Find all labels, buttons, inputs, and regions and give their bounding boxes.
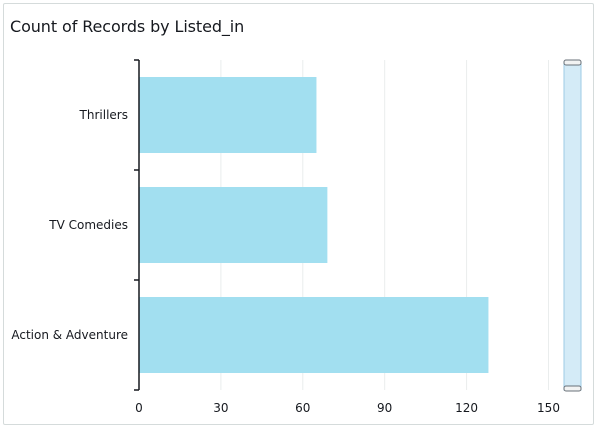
chart-title: Count of Records by Listed_in	[10, 17, 245, 36]
bar-tv-comedies[interactable]	[139, 187, 328, 263]
x-tick-label-0: 0	[135, 401, 143, 415]
y-axis	[134, 59, 140, 391]
scrollbar-track[interactable]	[563, 61, 582, 391]
bar-action-adventure[interactable]	[139, 297, 489, 373]
bar-thrillers[interactable]	[139, 77, 317, 153]
category-labels: Thrillers TV Comedies Action & Adventure	[11, 108, 128, 342]
x-tick-label-150: 150	[537, 401, 560, 415]
category-label: Action & Adventure	[11, 328, 128, 342]
scrollbar	[563, 59, 582, 392]
x-tick-label-60: 60	[295, 401, 310, 415]
category-label: TV Comedies	[48, 218, 128, 232]
scrollbar-handle-bottom[interactable]	[563, 385, 582, 392]
scrollbar-handle-top[interactable]	[563, 59, 582, 66]
category-label: Thrillers	[79, 108, 128, 122]
x-tick-label-120: 120	[455, 401, 478, 415]
x-tick-label-90: 90	[377, 401, 392, 415]
x-tick-labels: 0 30 60 90 120 150	[135, 401, 560, 415]
bars	[139, 77, 489, 373]
x-tick-label-30: 30	[213, 401, 228, 415]
